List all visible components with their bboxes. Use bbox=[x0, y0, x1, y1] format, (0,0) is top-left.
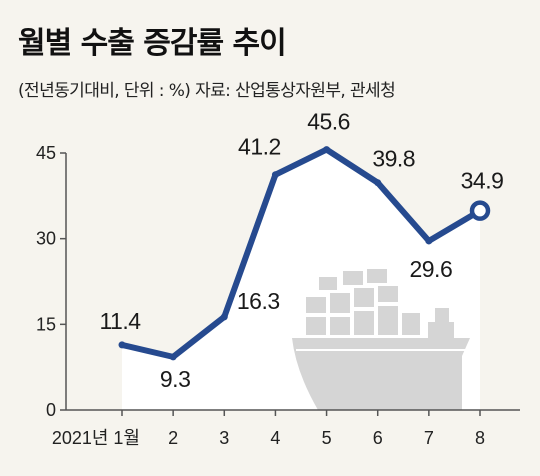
data-point bbox=[271, 171, 279, 179]
ship-container bbox=[376, 304, 400, 337]
data-point bbox=[323, 146, 331, 154]
x-tick-label: 6 bbox=[373, 428, 383, 448]
data-label: 16.3 bbox=[237, 288, 280, 314]
data-label: 39.8 bbox=[372, 146, 415, 172]
x-tick-label: 2 bbox=[168, 428, 178, 448]
y-tick-label: 45 bbox=[36, 143, 56, 163]
data-label: 29.6 bbox=[409, 256, 452, 282]
ship-container bbox=[365, 267, 389, 285]
ship-bridge-top bbox=[435, 308, 449, 322]
ship-bridge bbox=[428, 322, 454, 338]
data-point bbox=[425, 237, 433, 245]
ship-container bbox=[304, 295, 328, 315]
data-label: 34.9 bbox=[461, 168, 504, 194]
ship-container bbox=[352, 286, 376, 309]
y-tick-label: 30 bbox=[36, 229, 56, 249]
x-tick-label: 3 bbox=[219, 428, 229, 448]
ship-container bbox=[304, 315, 328, 337]
x-tick-label: 8 bbox=[475, 428, 485, 448]
data-label: 45.6 bbox=[307, 109, 350, 135]
ship-container bbox=[400, 311, 422, 337]
y-tick-label: 15 bbox=[36, 314, 56, 334]
x-tick-label: 2021년 1월 bbox=[52, 428, 140, 448]
ship-container bbox=[317, 275, 339, 292]
data-label: 11.4 bbox=[99, 308, 141, 334]
ship-container bbox=[328, 315, 352, 337]
data-point bbox=[118, 341, 126, 349]
cargo-ship-icon bbox=[292, 267, 470, 410]
ship-container bbox=[376, 284, 400, 304]
x-tick-label: 7 bbox=[424, 428, 434, 448]
series-line bbox=[119, 146, 483, 360]
data-point bbox=[374, 179, 382, 187]
data-point bbox=[220, 313, 228, 321]
chart-subtitle: (전년동기대비, 단위 : %) 자료: 산업통상자원부, 관세청 bbox=[18, 81, 396, 101]
ship-container bbox=[341, 269, 365, 287]
ship-hull bbox=[292, 338, 470, 410]
page-title: 월별 수출 증감률 추이 bbox=[18, 26, 287, 61]
x-tick-label: 4 bbox=[270, 428, 280, 448]
y-tick-label: 0 bbox=[46, 400, 56, 420]
ship-container bbox=[352, 309, 376, 337]
ship-container bbox=[328, 291, 352, 315]
data-label: 41.2 bbox=[238, 134, 281, 160]
data-label: 9.3 bbox=[160, 366, 190, 392]
data-point bbox=[169, 353, 177, 361]
x-tick-label: 5 bbox=[322, 428, 332, 448]
data-point bbox=[469, 200, 491, 221]
